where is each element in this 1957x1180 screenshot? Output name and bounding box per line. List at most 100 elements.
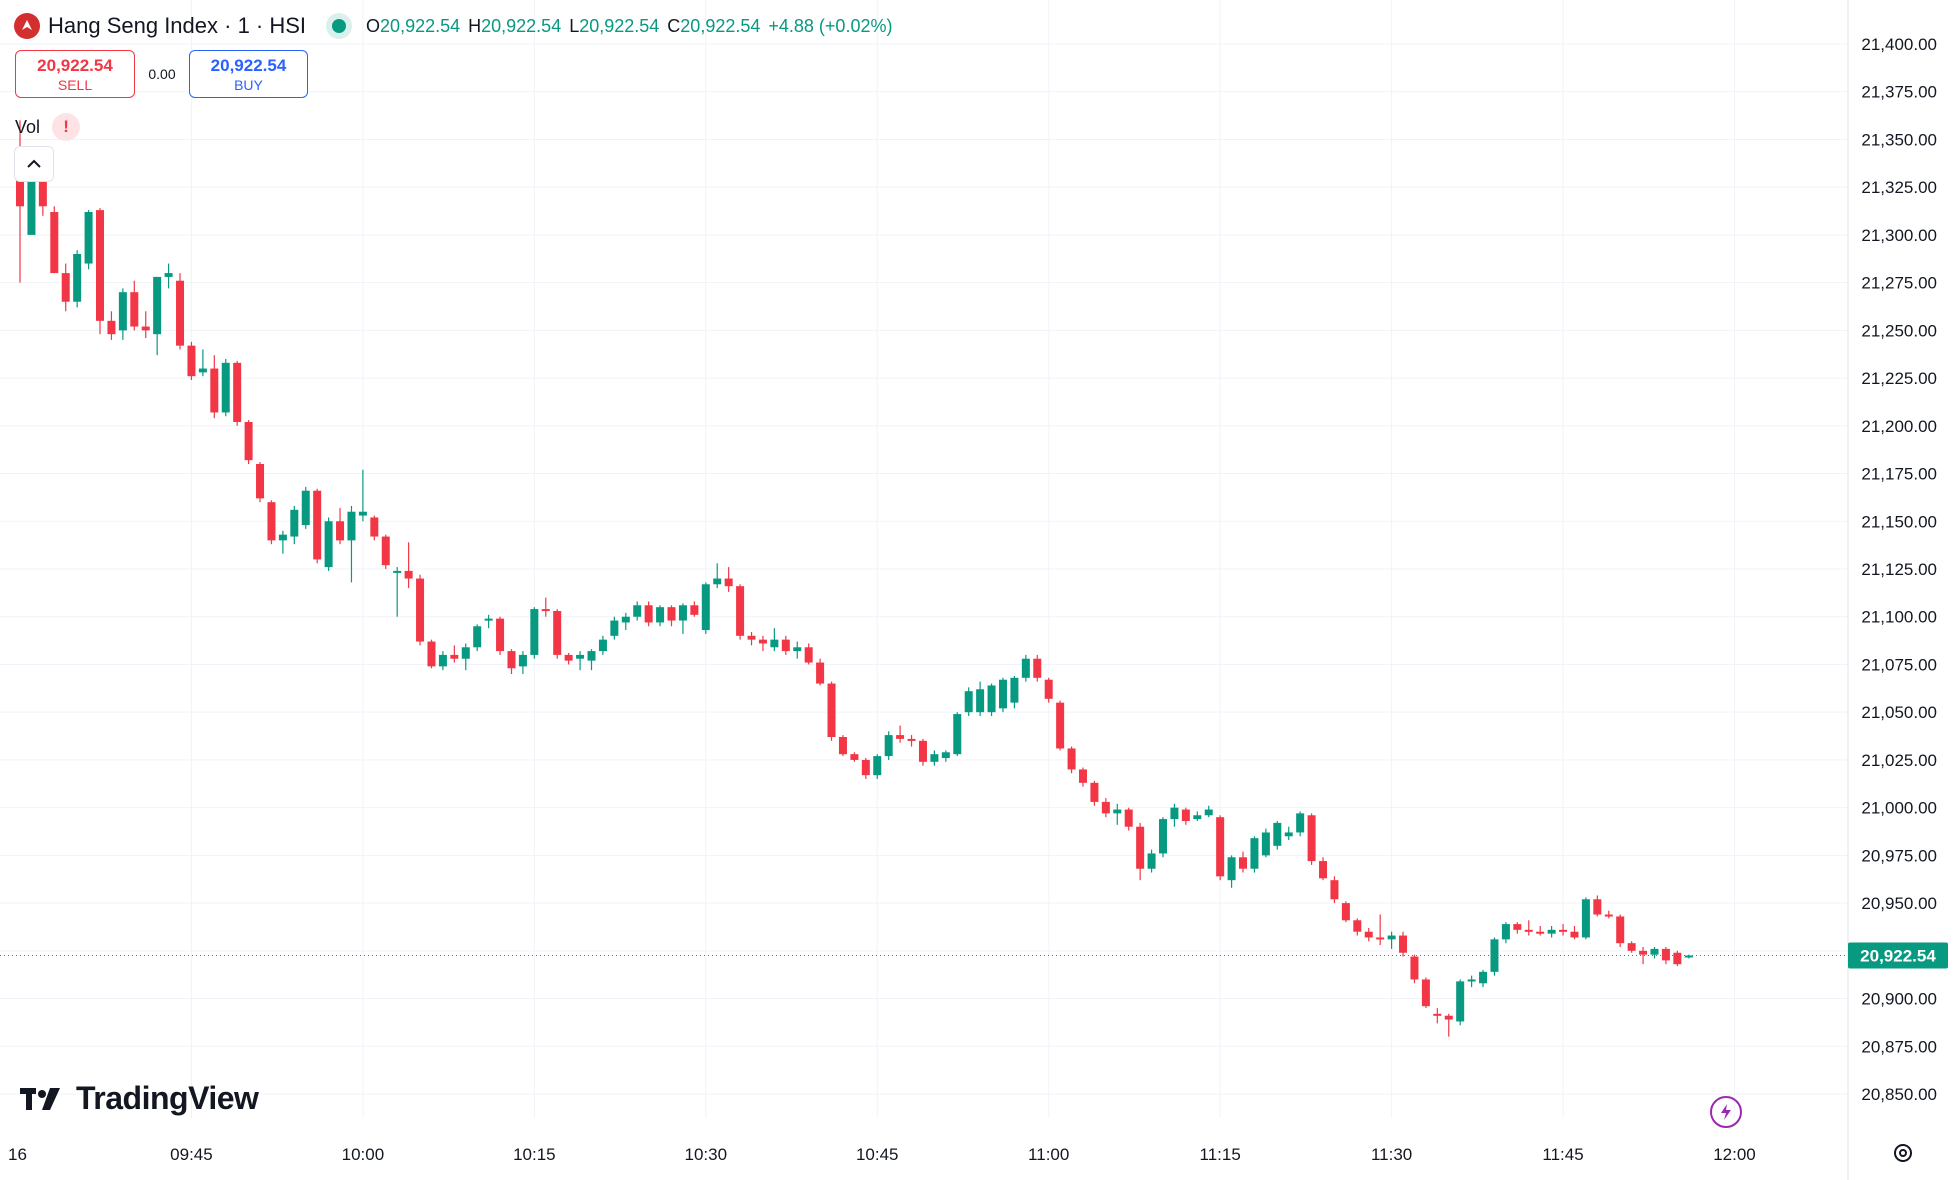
candle-body xyxy=(1101,801,1110,814)
y-tick-label: 21,250.00 xyxy=(1861,321,1937,340)
candle xyxy=(187,341,196,380)
candle-body xyxy=(553,611,562,655)
candle-body xyxy=(1684,955,1693,958)
status-dot-icon xyxy=(332,19,347,33)
candle-body xyxy=(256,464,265,499)
candle xyxy=(416,574,425,646)
y-tick-label: 21,375.00 xyxy=(1861,83,1937,102)
candle-body xyxy=(518,654,527,667)
y-tick-label: 21,350.00 xyxy=(1861,130,1937,149)
y-tick-label: 20,900.00 xyxy=(1861,990,1937,1009)
candle xyxy=(1250,836,1259,873)
candle-body xyxy=(873,756,882,776)
candle-body xyxy=(1204,809,1213,816)
candle-body xyxy=(1479,971,1488,984)
candle xyxy=(884,731,893,760)
candle-body xyxy=(1524,929,1533,932)
candle-body xyxy=(461,647,470,659)
candle-body xyxy=(141,326,150,331)
candle-body xyxy=(130,292,139,327)
collapse-indicators-button[interactable] xyxy=(14,146,54,182)
y-tick-label: 21,100.00 xyxy=(1861,608,1937,627)
brand-name: TradingView xyxy=(76,1080,259,1116)
ohlc-low: L20,922.54 xyxy=(569,15,660,36)
spread-value: 0.00 xyxy=(148,66,176,82)
candle xyxy=(73,250,82,308)
candle xyxy=(427,639,436,669)
lightning-icon[interactable] xyxy=(1710,1096,1742,1128)
candle xyxy=(1159,817,1167,858)
candle-body xyxy=(781,639,790,652)
candle xyxy=(1261,828,1270,858)
candle xyxy=(553,609,562,659)
tradingview-brand[interactable]: TradingView xyxy=(20,1080,259,1117)
last-price-badge: 20,922.54 xyxy=(1848,942,1948,969)
candle xyxy=(153,276,162,356)
symbol-title[interactable]: Hang Seng Index · 1 · HSI xyxy=(48,13,307,38)
x-tick-label: 16 xyxy=(8,1145,27,1164)
candle-body xyxy=(1113,809,1122,814)
candle-body xyxy=(438,654,447,667)
candle-body xyxy=(896,735,905,739)
candle-body xyxy=(987,685,996,713)
candle xyxy=(1559,924,1568,936)
candle xyxy=(633,601,642,621)
candle-body xyxy=(918,740,927,762)
candle xyxy=(256,462,265,503)
candle-body xyxy=(1536,931,1545,934)
candle xyxy=(50,206,59,274)
candle-body xyxy=(347,511,356,541)
candle-body xyxy=(1467,979,1476,982)
time-axis[interactable]: 16 09:45 10:00 10:15 10:30 10:45 11:00 11:15 11:… xyxy=(8,1145,1756,1164)
candle-body xyxy=(221,362,230,413)
candle-body xyxy=(1616,916,1625,944)
candle-body xyxy=(1124,809,1133,827)
price-axis[interactable]: 21,400.00 21,375.00 21,350.00 21,325.00 21,3… xyxy=(1861,35,1937,1104)
candle-body xyxy=(1650,948,1659,955)
sell-button[interactable]: 20,922.54 SELL xyxy=(15,50,135,98)
y-tick-label: 21,000.00 xyxy=(1861,799,1937,818)
candle xyxy=(621,612,630,631)
candle xyxy=(1010,675,1019,709)
candle xyxy=(873,754,882,779)
candle-body xyxy=(701,584,710,631)
volume-indicator[interactable]: Vol ! xyxy=(15,113,81,141)
candle xyxy=(130,280,139,331)
y-tick-label: 21,225.00 xyxy=(1861,369,1937,388)
candle xyxy=(770,628,779,652)
candle-body xyxy=(484,618,493,621)
candle-body xyxy=(633,605,642,617)
candle-body xyxy=(884,735,893,757)
warning-icon[interactable]: ! xyxy=(52,113,81,141)
candle-body xyxy=(1250,838,1259,869)
candle-body xyxy=(998,679,1007,709)
candle xyxy=(736,584,745,640)
candle-body xyxy=(724,578,733,587)
settings-gear-icon[interactable] xyxy=(1890,1140,1916,1166)
x-tick-label: 10:00 xyxy=(342,1145,385,1164)
candle xyxy=(1547,926,1556,938)
candle xyxy=(713,563,722,589)
candle xyxy=(1021,654,1030,682)
candle-body xyxy=(1159,819,1167,854)
x-tick-label: 10:30 xyxy=(685,1145,728,1164)
candle xyxy=(507,649,516,674)
candle xyxy=(644,601,653,627)
y-tick-label: 20,875.00 xyxy=(1861,1037,1937,1056)
ohlc-change: +4.88 (+0.02%) xyxy=(768,15,893,36)
candle-body xyxy=(1170,807,1179,820)
candle-body xyxy=(1216,817,1225,877)
candle xyxy=(610,616,619,640)
candle-body xyxy=(598,639,607,652)
candle xyxy=(1319,857,1328,881)
candle-body xyxy=(1239,857,1248,869)
candle xyxy=(1616,914,1625,947)
candle xyxy=(1113,803,1122,825)
candle xyxy=(918,738,927,766)
buy-button[interactable]: 20,922.54 BUY xyxy=(189,50,308,98)
candle xyxy=(1444,1013,1453,1037)
candle-body xyxy=(96,210,105,321)
candle-body xyxy=(61,273,70,302)
candle-body xyxy=(930,754,939,762)
